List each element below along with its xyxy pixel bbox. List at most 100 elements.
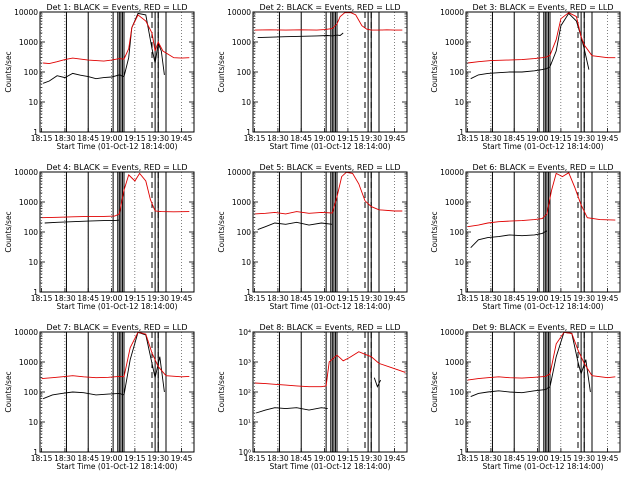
y-tick-label: 1000 — [232, 38, 251, 47]
y-tick-label: 1000 — [19, 38, 38, 47]
detector-panel-8: 10⁰ 10¹ 10² 10³ 10⁴ 18:15 18:30 18:45 19:00 19:15… — [217, 323, 408, 471]
y-tick-label: 10000 — [440, 8, 464, 17]
x-tick-label: 19:30 — [573, 294, 595, 303]
series-line-lld — [254, 12, 403, 31]
series-line-lld — [41, 172, 190, 219]
x-tick-label: 19:00 — [527, 134, 549, 143]
x-tick-label: 19:45 — [597, 134, 619, 143]
plot-frame — [39, 331, 195, 453]
y-axis-label: Counts/sec — [217, 51, 226, 92]
x-tick-label: 19:30 — [360, 294, 382, 303]
x-tick-label: 19:15 — [337, 134, 359, 143]
y-tick-label: 10² — [238, 388, 251, 397]
x-tick-label: 19:15 — [550, 294, 572, 303]
y-tick-label: 10 — [454, 258, 464, 267]
y-tick-label: 100 — [237, 68, 252, 77]
y-tick-label: 10000 — [440, 168, 464, 177]
panel-title: Det 7: BLACK = Events, RED = LLD — [47, 323, 188, 332]
y-tick-label: 1 — [33, 288, 38, 297]
detector-panel-1: 1 10 100 1000 10000 18:15 18:30 18:45 19:00 19:15… — [4, 3, 195, 151]
panel-title: Det 5: BLACK = Events, RED = LLD — [260, 163, 401, 172]
plot-frame — [39, 11, 195, 133]
y-tick-label: 10000 — [14, 8, 38, 17]
series-line-events — [255, 407, 328, 414]
x-tick-label: 19:00 — [101, 294, 123, 303]
y-axis-label: Counts/sec — [430, 371, 439, 412]
plot-frame — [465, 171, 621, 293]
x-tick-label: 19:45 — [384, 454, 406, 463]
plot-frame — [39, 171, 195, 293]
y-tick-label: 10000 — [227, 168, 251, 177]
x-tick-label: 19:15 — [124, 134, 146, 143]
x-tick-label: 18:30 — [480, 134, 502, 143]
y-tick-label: 10⁴ — [238, 328, 251, 337]
y-tick-label: 10000 — [227, 8, 251, 17]
y-tick-label: 10 — [241, 258, 251, 267]
x-axis-label: Start Time (01-Oct-12 18:14:00) — [482, 302, 603, 311]
y-axis-label: Counts/sec — [4, 211, 13, 252]
y-tick-label: 1000 — [445, 38, 464, 47]
series-line-lld — [467, 12, 616, 64]
series-line-events — [42, 12, 165, 84]
x-tick-label: 19:45 — [171, 294, 193, 303]
x-axis-label: Start Time (01-Oct-12 18:14:00) — [269, 302, 390, 311]
detector-panel-9: 1 10 100 1000 10000 18:15 18:30 18:45 19:00 19:15… — [430, 323, 621, 471]
x-tick-label: 18:45 — [77, 454, 99, 463]
x-tick-label: 18:15 — [244, 294, 266, 303]
panel-title: Det 1: BLACK = Events, RED = LLD — [47, 3, 188, 12]
y-tick-label: 1 — [459, 448, 464, 457]
series-line-events — [373, 377, 382, 388]
detector-panel-3: 1 10 100 1000 10000 18:15 18:30 18:45 19:00 19:15… — [430, 3, 621, 151]
y-tick-label: 1 — [33, 128, 38, 137]
y-tick-label: 1 — [246, 128, 251, 137]
x-tick-label: 19:15 — [337, 454, 359, 463]
y-tick-label: 1000 — [445, 198, 464, 207]
y-axis-label: Counts/sec — [217, 211, 226, 252]
series-line-events — [257, 221, 333, 231]
x-tick-label: 18:15 — [31, 294, 53, 303]
y-tick-label: 1000 — [19, 198, 38, 207]
x-tick-label: 18:30 — [54, 454, 76, 463]
panel-title: Det 2: BLACK = Events, RED = LLD — [260, 3, 401, 12]
x-tick-label: 19:30 — [147, 454, 169, 463]
series-line-events — [44, 219, 120, 224]
x-axis-label: Start Time (01-Oct-12 18:14:00) — [56, 462, 177, 471]
y-tick-label: 10 — [454, 418, 464, 427]
y-tick-label: 10³ — [238, 358, 251, 367]
y-tick-label: 100 — [450, 388, 465, 397]
series-line-events — [470, 230, 548, 249]
y-tick-label: 1 — [246, 288, 251, 297]
series-line-lld — [467, 172, 616, 228]
x-tick-label: 18:30 — [267, 134, 289, 143]
x-tick-label: 19:15 — [550, 134, 572, 143]
series-line-lld — [43, 14, 190, 65]
series-line-lld — [467, 331, 616, 381]
x-tick-label: 18:15 — [457, 134, 479, 143]
x-tick-label: 19:45 — [597, 454, 619, 463]
x-tick-label: 18:15 — [457, 294, 479, 303]
x-tick-label: 19:15 — [124, 294, 146, 303]
series-line-events — [470, 331, 591, 398]
y-tick-label: 10000 — [440, 328, 464, 337]
y-tick-label: 1 — [33, 448, 38, 457]
panel-title: Det 8: BLACK = Events, RED = LLD — [260, 323, 401, 332]
x-tick-label: 19:00 — [101, 134, 123, 143]
x-tick-label: 18:30 — [267, 294, 289, 303]
y-tick-label: 10 — [241, 98, 251, 107]
y-tick-label: 1000 — [445, 358, 464, 367]
x-tick-label: 19:45 — [384, 294, 406, 303]
y-axis-label: Counts/sec — [217, 371, 226, 412]
y-tick-label: 1000 — [232, 198, 251, 207]
x-tick-label: 18:30 — [54, 294, 76, 303]
series-line-lld — [41, 331, 190, 380]
x-tick-label: 18:15 — [244, 134, 266, 143]
x-tick-label: 18:15 — [244, 454, 266, 463]
x-tick-label: 18:45 — [290, 454, 312, 463]
x-tick-label: 19:45 — [171, 454, 193, 463]
y-tick-label: 1000 — [19, 358, 38, 367]
x-tick-label: 18:45 — [290, 294, 312, 303]
y-tick-label: 10¹ — [238, 418, 251, 427]
y-axis-label: Counts/sec — [4, 51, 13, 92]
x-tick-label: 19:00 — [314, 294, 336, 303]
x-tick-label: 19:45 — [171, 134, 193, 143]
